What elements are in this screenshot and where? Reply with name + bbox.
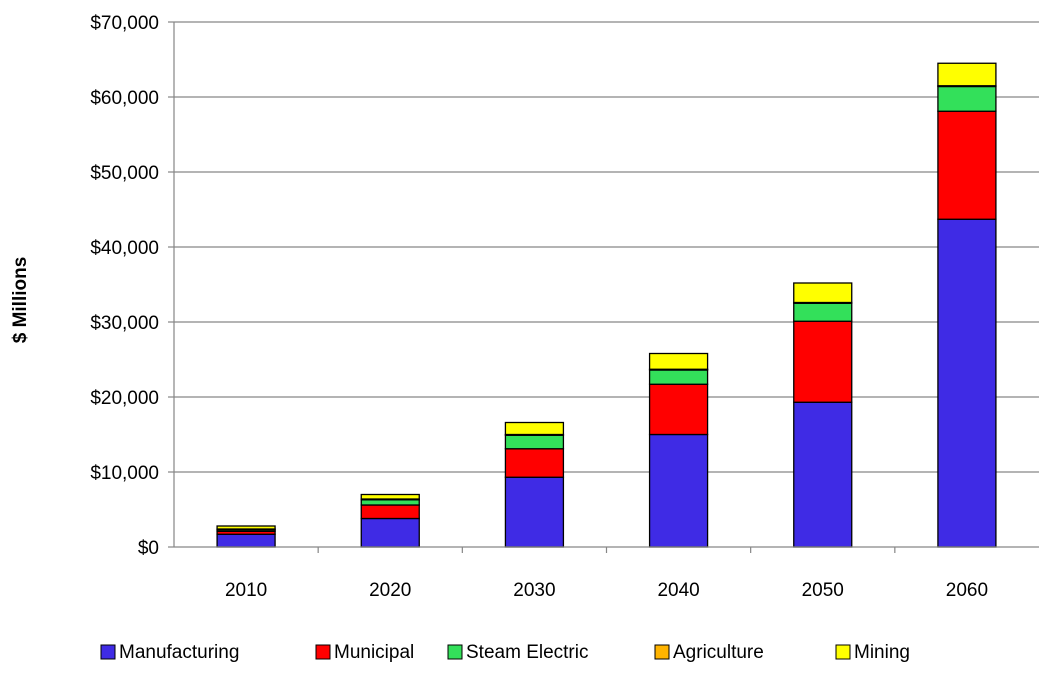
bar-segment-municipal	[360, 504, 420, 520]
legend-label: Manufacturing	[119, 642, 239, 663]
y-tick-label: $50,000	[90, 163, 159, 184]
legend-swatch-steam-electric	[447, 644, 463, 660]
legend-swatch-mining	[835, 644, 851, 660]
y-tick-label: $40,000	[90, 238, 159, 259]
bar-segment-manufacturing	[360, 517, 420, 548]
y-tick-labels: $0 $10,000 $20,000 $30,000 $40,000 $50,000 $60…	[90, 13, 159, 559]
y-tick-label: $70,000	[90, 13, 159, 34]
x-tick-label: 2040	[657, 580, 699, 601]
bar-segment-municipal	[793, 320, 853, 403]
x-tick-label: 2020	[369, 580, 411, 601]
bar-segment-mining	[793, 282, 853, 304]
bar-segment-mining	[360, 493, 420, 500]
legend-label: Mining	[854, 642, 910, 663]
bar-segment-mining	[504, 421, 565, 436]
bar-segment-steam-electric	[504, 434, 565, 450]
legend-label: Agriculture	[673, 642, 764, 663]
legend-swatch-agriculture	[654, 644, 670, 660]
y-tick-label: $60,000	[90, 88, 159, 109]
y-tick-label: $10,000	[90, 463, 159, 484]
x-tick-label: 2010	[225, 580, 267, 601]
bar-segment-steam-electric	[937, 85, 997, 112]
bar-segment-steam-electric	[648, 369, 709, 385]
bar-segment-mining	[937, 62, 997, 87]
bar-segment-mining	[216, 525, 276, 530]
bar-segment-steam-electric	[360, 499, 420, 506]
bars	[216, 62, 997, 548]
y-tick-label: $20,000	[90, 388, 159, 409]
bar-segment-municipal	[504, 448, 565, 478]
bar-segment-manufacturing	[504, 476, 565, 548]
bar-segment-municipal	[937, 110, 997, 220]
bar-segment-municipal	[648, 383, 709, 436]
bar-segment-manufacturing	[216, 533, 276, 548]
y-tick-label: $30,000	[90, 313, 159, 334]
gridlines	[168, 21, 1039, 548]
bar-segment-manufacturing	[793, 401, 853, 548]
legend-label: Municipal	[334, 642, 414, 663]
bar-segment-manufacturing	[648, 433, 709, 548]
x-tick-label: 2030	[513, 580, 555, 601]
x-tick-label: 2050	[802, 580, 844, 601]
legend-swatch-municipal	[315, 644, 331, 660]
legend-label: Steam Electric	[466, 642, 588, 663]
bar-segment-steam-electric	[793, 302, 853, 322]
axes	[173, 22, 1039, 548]
x-tick-labels: 2010 2020 2030 2040 2050 2060	[225, 547, 988, 601]
bar-segment-mining	[648, 352, 709, 370]
y-tick-label: $0	[138, 538, 159, 559]
legend-swatch-manufacturing	[100, 644, 116, 660]
legend: Manufacturing Municipal Steam Electric Agri…	[100, 642, 910, 663]
bar-segment-manufacturing	[937, 218, 997, 548]
y-axis-label: $ Millions	[10, 257, 31, 344]
x-tick-label: 2060	[946, 580, 988, 601]
